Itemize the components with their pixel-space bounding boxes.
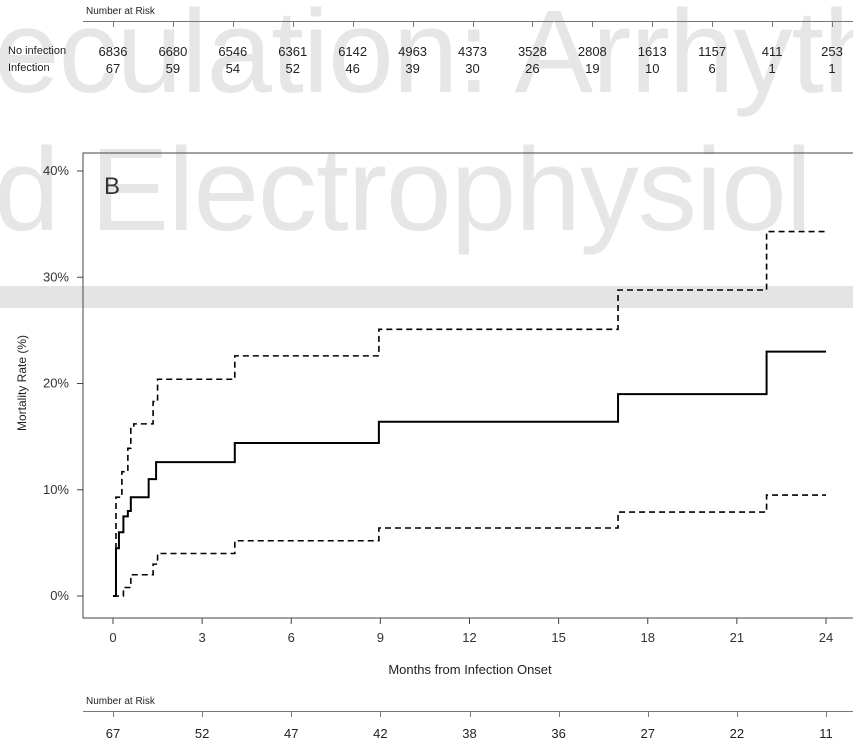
risk-count: 27 [640,726,655,741]
risk-count-no-infection: 411 [761,44,783,59]
risk-count: 38 [462,726,477,741]
risk-tick [113,21,114,27]
x-tick-label: 0 [109,630,116,645]
x-tick-label: 6 [288,630,295,645]
y-tick-label: 30% [43,269,69,284]
top-risk-rule [83,21,853,22]
risk-count-no-infection: 2808 [577,44,607,59]
risk-count-no-infection: 4963 [398,44,428,59]
risk-count-no-infection: 6680 [158,44,188,59]
risk-count-infection: 52 [285,61,300,76]
risk-tick [172,21,174,27]
risk-tick [113,711,114,717]
risk-count-infection: 1 [828,61,836,76]
x-tick-label: 18 [641,630,655,645]
panel-label: B [104,173,120,200]
risk-tick [380,711,382,717]
risk-count-no-infection: 6546 [218,44,248,59]
risk-count-infection: 67 [105,61,121,76]
risk-count: 42 [373,726,388,741]
risk-count-no-infection: 1157 [698,44,727,59]
series-line-ci-1 [113,230,826,597]
bottom-risk-rule [83,711,853,712]
risk-count-infection: 26 [525,61,540,76]
risk-tick [291,711,293,717]
risk-tick [292,21,294,27]
y-tick-label: 0% [50,588,69,603]
risk-tick [352,21,354,27]
risk-tick [772,21,774,27]
risk-tick [232,21,234,27]
x-axis-label: Months from Infection Onset [388,662,552,677]
risk-tick [532,21,534,27]
risk-tick [469,711,471,717]
x-tick-label: 21 [730,630,744,645]
risk-tick [826,711,827,717]
bottom-risk-title: Number at Risk [86,696,155,707]
risk-tick [652,21,654,27]
risk-tick [647,711,649,717]
risk-count-infection: 10 [645,61,660,76]
risk-count-infection: 6 [708,61,716,76]
risk-row-label-no-infection: No infection [8,45,67,57]
risk-count-infection: 1 [768,61,776,76]
series-line-estimate [113,350,826,597]
risk-count: 22 [729,726,745,741]
risk-count-infection: 19 [585,61,600,76]
x-tick-label: 3 [199,630,206,645]
watermark-band [0,286,853,308]
risk-tick [736,711,738,717]
y-tick-label: 40% [43,163,69,178]
risk-count-infection: 46 [345,61,360,76]
risk-count-no-infection: 253 [821,44,843,59]
risk-tick [202,711,204,717]
risk-count-infection: 54 [225,61,241,76]
risk-tick [712,21,714,27]
x-tick-label: 24 [819,630,833,645]
risk-count-infection: 30 [465,61,480,76]
risk-row-label-infection: Infection [8,62,50,74]
risk-count-no-infection: 6142 [338,44,368,59]
risk-count-no-infection: 3528 [517,44,547,59]
risk-tick [832,21,833,27]
plot-frame [82,152,853,619]
risk-count-infection: 39 [405,61,420,76]
risk-count-no-infection: 1613 [637,44,667,59]
top-risk-title: Number at Risk [86,6,155,17]
risk-tick [472,21,474,27]
risk-count: 47 [284,726,299,741]
risk-tick [412,21,414,27]
y-tick-label: 20% [43,376,69,391]
risk-tick [558,711,560,717]
chart-series [113,230,826,597]
y-tick-label: 10% [43,482,69,497]
risk-count: 36 [551,726,566,741]
x-tick-label: 9 [377,630,384,645]
x-tick-label: 12 [462,630,476,645]
y-axis-label: Mortality Rate (%) [15,335,29,431]
risk-count: 11 [819,726,833,741]
x-tick-label: 15 [551,630,565,645]
risk-count-infection: 59 [165,61,181,76]
watermark-line-2: d Electrophysiol [0,124,812,256]
chart-axes: 0% 10% 20% 30% 40% 0 3 6 9 12 15 18 21 24 [43,152,853,645]
risk-tick [592,21,594,27]
series-line-ci-2 [113,494,826,597]
watermark-line-1: eculation: Arrhyth [0,0,853,118]
risk-count: 67 [105,726,121,741]
risk-count-no-infection: 4373 [458,44,487,59]
risk-count: 52 [194,726,210,741]
risk-count-no-infection: 6836 [98,44,128,59]
risk-count-no-infection: 6361 [278,44,308,59]
